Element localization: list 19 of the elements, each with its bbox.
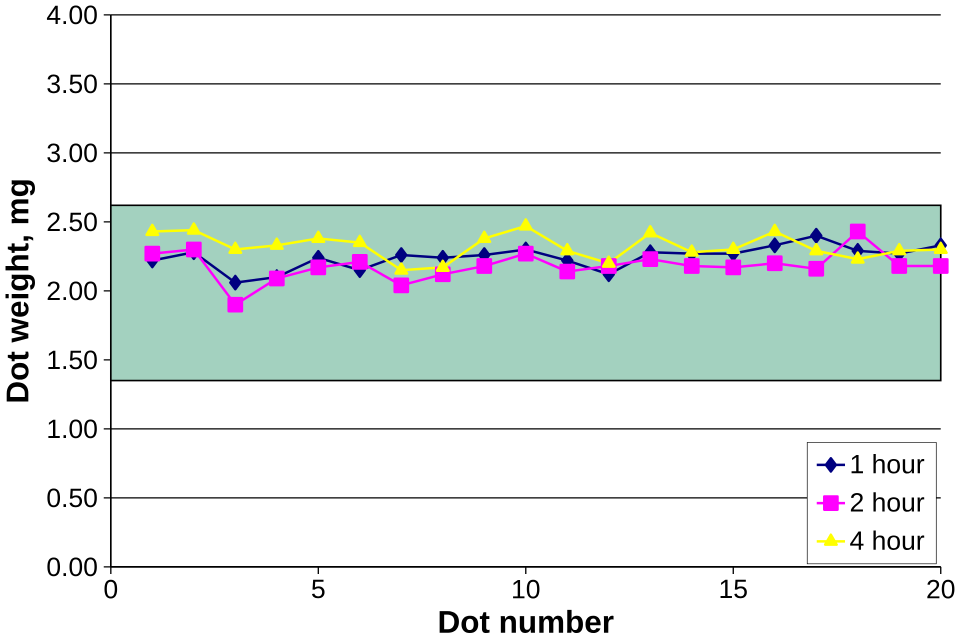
y-tick-label: 2.00 <box>48 282 97 300</box>
x-tick-label: 10 <box>513 580 540 599</box>
y-tick-label: 0.50 <box>47 488 97 508</box>
y-tick-label: 2.50 <box>48 212 97 232</box>
legend-label: 2 hour <box>850 492 924 512</box>
x-tick-label: 5 <box>312 580 325 599</box>
y-tick-label: 3.50 <box>47 74 97 94</box>
legend-label: 4 hour <box>850 530 924 550</box>
x-tick-label: 15 <box>720 580 747 599</box>
y-tick-label: 1.50 <box>48 350 97 370</box>
y-tick-label: 1.00 <box>48 420 97 438</box>
legend-label: 1 hour <box>852 454 924 474</box>
y-tick-label: 3.00 <box>47 144 97 162</box>
y-tick-label: 4.00 <box>46 6 97 24</box>
x-axis-title: Dot number <box>440 610 614 634</box>
y-axis-title: Dot weight, mg <box>6 180 35 402</box>
x-tick-label: 0 <box>104 580 118 599</box>
x-tick-label: 20 <box>927 580 954 599</box>
y-tick-label: 0.00 <box>47 558 97 576</box>
